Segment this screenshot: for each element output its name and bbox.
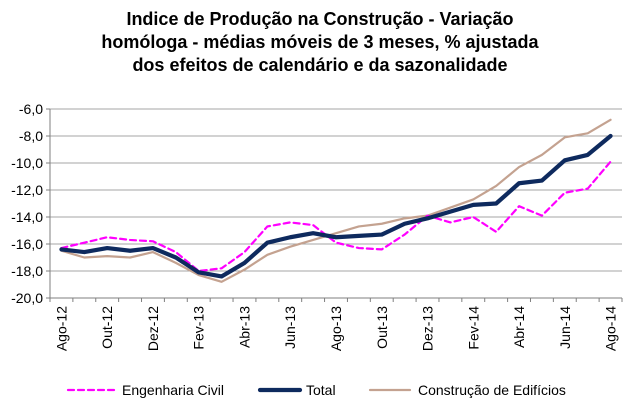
grid-lines [50,108,622,299]
y-tick-label: -8,0 [19,128,43,144]
legend: Engenharia Civil Total Construção de Edifí… [66,382,566,398]
chart-title: Indice de Produção na Construção - Varia… [0,8,640,77]
chart-title-line-2: homóloga - médias móveis de 3 meses, % a… [101,32,539,52]
x-tick-label: Dez-13 [420,306,436,351]
x-tick-label: Ago-12 [53,306,69,351]
x-tick-label: Jun-13 [282,306,298,349]
y-tick-label: -20,0 [11,290,43,306]
x-tick-label: Abr-14 [511,306,527,348]
x-tick-label: Dez-12 [145,306,161,351]
x-tick-labels: Ago-12 Out-12 Dez-12 Fev-13 Abr-13 Jun-13 Ago-… [53,306,618,351]
data-series [59,118,613,283]
x-tick-label: Out-13 [374,306,390,349]
x-tick-label: Ago-13 [328,306,344,351]
x-tick-label: Fev-13 [191,306,207,350]
y-tick-labels: -6,0 -8,0 -10,0 -12,0 -14,0 -16,0 -18,0 -20,0 [11,101,43,306]
legend-label: Engenharia Civil [122,382,224,398]
chart-title-line-1: Indice de Produção na Construção - Varia… [126,9,514,29]
legend-label: Total [306,382,336,398]
x-tick-label: Out-12 [99,306,115,349]
y-tick-label: -18,0 [11,263,43,279]
y-tick-label: -14,0 [11,209,43,225]
axes [46,108,623,302]
legend-label: Construção de Edifícios [418,382,566,398]
chart-title-line-3: dos efeitos de calendário e da sazonalid… [132,55,508,75]
x-tick-label: Abr-13 [236,306,252,348]
y-tick-label: -6,0 [19,101,43,117]
series-line-engenharia-civil [60,160,612,273]
series-line-total [59,133,613,279]
x-tick-label: Ago-14 [603,306,619,351]
series-line-construcao-de-edificios [60,118,612,283]
y-tick-label: -12,0 [11,182,43,198]
y-tick-label: -10,0 [11,155,43,171]
x-tick-label: Fev-14 [465,306,481,350]
y-tick-label: -16,0 [11,236,43,252]
x-tick-label: Jun-14 [557,306,573,349]
